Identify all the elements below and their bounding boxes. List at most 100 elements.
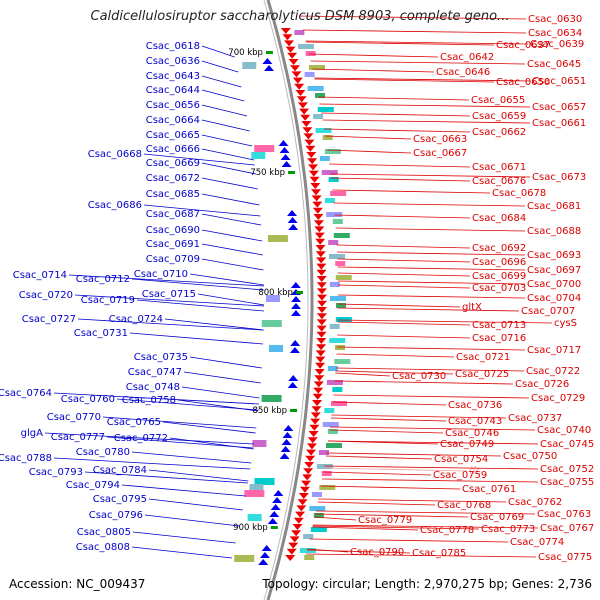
- right-label-line: [334, 380, 514, 385]
- right-gene-label: Csac_0717: [527, 345, 581, 356]
- reverse-strand-arrow: [304, 462, 315, 468]
- reverse-strand-arrow: [315, 362, 326, 369]
- reverse-strand-arrow: [315, 245, 326, 251]
- forward-strand-arrow: [272, 497, 283, 503]
- forward-strand-arrow: [287, 382, 298, 388]
- right-gene-label: Csac_0639: [530, 39, 584, 50]
- label-layer: Csac_0618 Csac_0636 Csac_0643 Csac_0644 Csac…: [0, 14, 594, 563]
- left-label-line: [201, 60, 239, 73]
- right-label-line: [335, 370, 454, 375]
- right-gene-label: Csac_0774: [510, 537, 564, 548]
- forward-strand-arrow: [283, 425, 294, 431]
- forward-strand-arrow: [281, 439, 292, 445]
- right-gene-label: Csac_0713: [472, 320, 526, 331]
- left-label-line: [131, 546, 233, 559]
- right-label-line: [320, 485, 461, 490]
- right-gene-label: Csac_0697: [527, 265, 581, 276]
- left-gene-label: Csac_0644: [146, 85, 200, 96]
- feature-block: [335, 345, 346, 350]
- reverse-strand-arrow: [316, 344, 327, 351]
- scale-tick-label: 700 kbp: [228, 48, 263, 58]
- reverse-strand-arrow: [298, 493, 309, 499]
- right-label-line: [323, 471, 432, 476]
- feature-block: [328, 240, 339, 245]
- left-gene-label: Csac_0636: [146, 56, 200, 67]
- feature-block: [305, 51, 316, 56]
- left-label-line: [74, 294, 265, 307]
- left-gene-label: Csac_0686: [88, 200, 142, 211]
- feature-block: [322, 422, 339, 427]
- reverse-strand-arrow: [302, 127, 313, 134]
- right-gene-label: Csac_0676: [472, 176, 526, 187]
- feature-block: [335, 303, 346, 308]
- right-label-line: [337, 280, 526, 285]
- left-gene-label: Csac_0796: [89, 510, 143, 521]
- feature-block: [234, 555, 255, 562]
- right-gene-label: Csac_0769: [470, 512, 524, 523]
- right-gene-label: Csac_0655: [471, 95, 525, 106]
- reverse-strand-arrow: [296, 96, 307, 103]
- reverse-strand-arrow: [304, 139, 315, 146]
- right-gene-label: Csac_0630: [528, 14, 582, 25]
- left-label-line: [201, 162, 257, 175]
- right-gene-label: Csac_0650: [496, 77, 550, 88]
- reverse-strand-arrow: [316, 331, 327, 338]
- left-label-line: [201, 193, 260, 206]
- right-label-line: [337, 319, 553, 324]
- left-gene-label: Csac_0712: [76, 274, 130, 285]
- reverse-strand-arrow: [308, 431, 319, 437]
- forward-strand-arrow: [287, 210, 298, 216]
- feature-block: [327, 366, 338, 371]
- reverse-strand-arrow: [316, 263, 327, 270]
- feature-block: [303, 534, 314, 539]
- right-label-line: [315, 510, 536, 515]
- right-label-line: [337, 266, 526, 271]
- left-gene-label: Csac_0780: [76, 447, 130, 458]
- feature-block: [297, 44, 314, 49]
- reverse-strand-arrow: [316, 288, 327, 295]
- forward-strand-arrow: [280, 154, 291, 160]
- right-label-line: [330, 177, 471, 182]
- feature-block: [321, 471, 332, 476]
- right-gene-label: Csac_0681: [527, 201, 581, 212]
- right-label-line: [299, 15, 527, 20]
- left-label-line: [68, 274, 264, 287]
- left-gene-label: Csac_0805: [77, 527, 131, 538]
- tick-layer: 700 kbp 750 kbp 800 kbp 850 kbp 900 kbp: [228, 48, 303, 533]
- left-label-line: [201, 119, 250, 132]
- backbone-layer: [263, 0, 314, 600]
- feature-block: [315, 128, 332, 133]
- forward-strand-arrow: [262, 58, 273, 64]
- reverse-strand-arrow: [293, 517, 304, 524]
- feature-block: [309, 65, 326, 70]
- reverse-strand-arrow: [315, 238, 326, 245]
- reverse-strand-arrow: [285, 46, 296, 53]
- right-gene-label: Csac_0752: [540, 464, 594, 475]
- right-label-line: [337, 334, 471, 339]
- left-gene-label: Csac_0715: [142, 289, 196, 300]
- reverse-strand-arrow: [316, 338, 327, 344]
- left-gene-label: Csac_0764: [0, 388, 52, 399]
- feature-block: [326, 443, 343, 448]
- scale-tick: [287, 171, 295, 174]
- right-label-line: [312, 526, 419, 531]
- left-label-line: [44, 432, 255, 445]
- right-label-line: [327, 440, 539, 445]
- right-label-line: [336, 244, 471, 249]
- feature-block: [329, 338, 346, 343]
- right-label-line: [325, 135, 412, 140]
- left-gene-label: Csac_0664: [146, 115, 200, 126]
- feature-layer: [234, 28, 352, 565]
- left-label-line: [189, 356, 262, 369]
- reverse-strand-arrow: [314, 369, 325, 375]
- reverse-strand-arrow: [316, 257, 327, 264]
- right-gene-label: Csac_0767: [540, 523, 594, 534]
- reverse-strand-arrow: [312, 201, 323, 208]
- left-label-line: [201, 134, 253, 147]
- reverse-strand-arrow: [306, 449, 317, 456]
- forward-strand-arrow: [281, 161, 292, 167]
- left-label-line: [143, 204, 261, 217]
- right-label-line: [336, 353, 455, 358]
- left-gene-label: Csac_0643: [146, 71, 200, 82]
- scale-tick-label: 750 kbp: [250, 168, 285, 178]
